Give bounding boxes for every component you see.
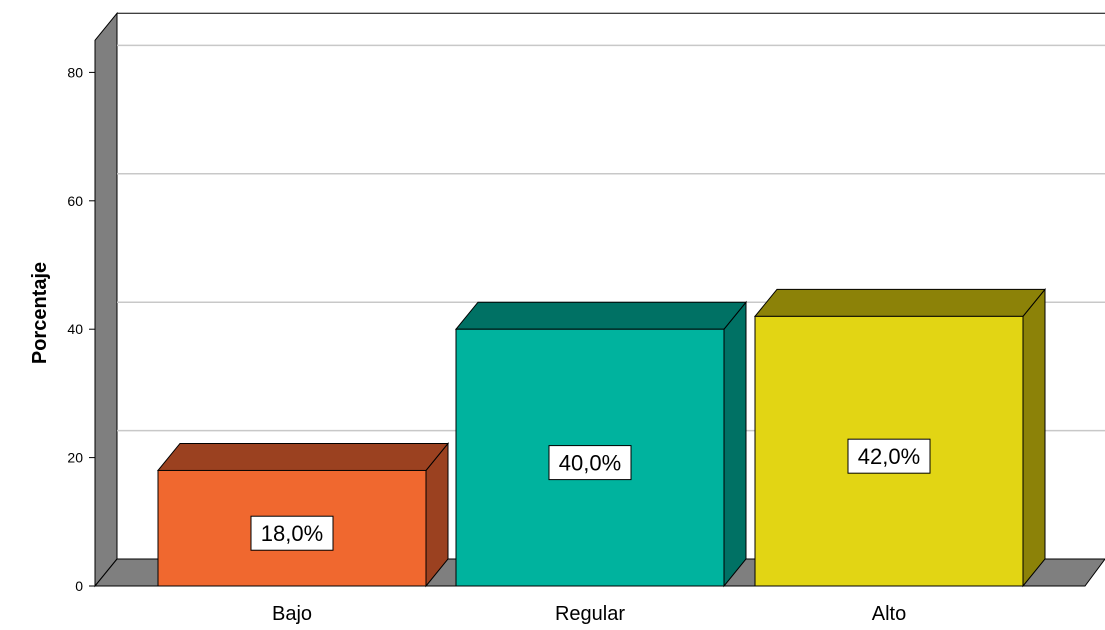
y-tick-label: 20 — [67, 450, 83, 466]
left-wall — [94, 11, 118, 588]
bar-bajo — [156, 442, 450, 588]
y-tick-label: 60 — [67, 193, 83, 209]
bar-top — [156, 442, 450, 471]
x-axis-categories: Bajo Regular Alto — [272, 603, 906, 625]
data-label: 18,0% — [250, 515, 334, 551]
bar-regular — [454, 300, 748, 588]
data-label: 40,0% — [548, 445, 632, 481]
data-label-box — [847, 438, 931, 474]
category-label-alto: Alto — [872, 603, 906, 625]
y-tick-label: 0 — [75, 578, 83, 594]
category-label-regular: Regular — [555, 603, 625, 625]
data-label-text: 42,0% — [858, 444, 920, 469]
data-label-text: 18,0% — [261, 521, 323, 546]
bar-top — [454, 301, 748, 330]
bar-top — [753, 288, 1047, 317]
data-label-box — [250, 515, 334, 551]
data-label: 42,0% — [847, 438, 931, 474]
data-label-box — [548, 445, 632, 481]
bar-alto — [753, 287, 1047, 588]
bar-side — [1022, 287, 1046, 588]
y-tick-label: 40 — [67, 321, 83, 337]
y-axis-title: Porcentaje — [29, 262, 51, 364]
y-tick-label: 80 — [67, 64, 83, 80]
data-label-text: 40,0% — [559, 451, 621, 476]
category-label-bajo: Bajo — [272, 603, 312, 625]
bar-side — [723, 300, 747, 588]
data-labels: 18,0% 40,0% 42,0% — [250, 438, 931, 551]
y-axis-ticks: 0 20 40 60 80 — [67, 64, 95, 594]
